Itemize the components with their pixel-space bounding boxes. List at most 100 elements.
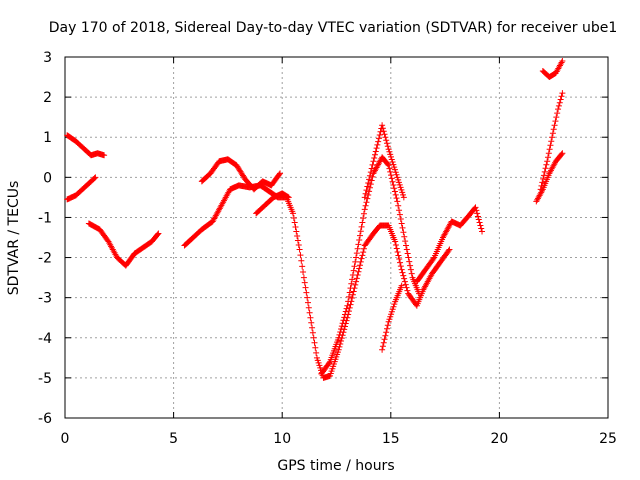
data-point-marker [384, 143, 391, 150]
data-point-marker [395, 179, 402, 186]
data-point-marker [404, 287, 411, 294]
data-point-marker [362, 190, 369, 197]
data-point-marker [396, 256, 403, 263]
data-point-marker [392, 191, 399, 198]
data-point-marker [398, 220, 405, 227]
data-point-marker [341, 311, 348, 318]
data-point-marker [349, 272, 356, 279]
data-point-marker [400, 229, 407, 236]
series-seg9 [379, 282, 405, 353]
data-point-marker [393, 171, 400, 178]
data-point-marker [92, 174, 99, 181]
data-point-marker [407, 266, 414, 273]
data-point-marker [546, 146, 553, 153]
plot-frame [64, 56, 609, 419]
data-point-marker [353, 254, 360, 261]
data-point-marker [300, 268, 307, 275]
tick-labels: 0 5 10 15 20 25 -6 -5 -4 -3 -2 -1 0 1 2 3 [38, 50, 617, 447]
data-point-marker [392, 238, 399, 245]
series-seg7 [318, 154, 423, 377]
data-point-marker [360, 210, 367, 217]
data-point-marker [372, 151, 379, 158]
data-point-marker [373, 145, 380, 152]
data-point-marker [277, 170, 284, 177]
data-point-marker [559, 58, 566, 65]
series-seg6 [253, 190, 292, 217]
series-seg11 [533, 150, 566, 205]
x-tick-label: 25 [599, 431, 617, 447]
data-point-marker [387, 172, 394, 179]
data-point-marker [557, 96, 564, 103]
data-point-marker [540, 172, 547, 179]
data-point-marker [313, 349, 320, 356]
data-point-marker [391, 301, 398, 308]
data-point-marker [379, 122, 386, 129]
data-point-marker [555, 102, 562, 109]
data-point-marker [312, 344, 319, 351]
data-point-marker [349, 295, 356, 302]
data-point-marker [290, 214, 297, 221]
data-point-marker [445, 247, 452, 254]
data-point-marker [356, 265, 363, 272]
data-point-marker [355, 268, 362, 275]
data-point-marker [394, 198, 401, 205]
data-point-marker [473, 207, 480, 214]
data-point-marker [383, 137, 390, 144]
data-point-marker [555, 106, 562, 113]
data-point-marker [389, 159, 396, 166]
data-point-marker [387, 168, 394, 175]
data-point-marker [398, 186, 405, 193]
data-point-marker [403, 242, 410, 249]
data-point-marker [363, 199, 370, 206]
data-point-marker [392, 242, 399, 249]
data-point-marker [391, 164, 398, 171]
data-point-marker [383, 325, 390, 332]
data-point-marker [356, 237, 363, 244]
data-point-marker [362, 202, 369, 209]
data-point-marker [379, 125, 386, 132]
data-point-marker [353, 275, 360, 282]
data-point-marker [348, 280, 355, 287]
series-seg10 [413, 204, 486, 285]
data-point-marker [403, 284, 410, 291]
data-point-marker [402, 238, 409, 245]
data-point-marker [416, 290, 423, 297]
series-seg3 [85, 220, 162, 269]
data-point-marker [316, 362, 323, 369]
data-point-marker [550, 126, 557, 133]
data-point-marker [361, 194, 368, 201]
data-point-marker [383, 329, 390, 336]
data-point-marker [548, 138, 555, 145]
data-point-marker [407, 262, 414, 269]
data-point-marker [285, 194, 292, 201]
data-point-marker [384, 161, 391, 168]
data-point-marker [309, 329, 316, 336]
data-point-marker [344, 302, 351, 309]
data-point-marker [217, 203, 224, 210]
data-point-marker [390, 181, 397, 188]
data-point-marker [388, 311, 395, 318]
data-point-marker [474, 210, 481, 217]
data-point-marker [396, 211, 403, 218]
data-point-marker [276, 171, 283, 178]
data-point-marker [346, 289, 353, 296]
data-point-marker [388, 175, 395, 182]
data-point-marker [284, 193, 291, 200]
data-point-marker [357, 258, 364, 265]
data-point-marker [364, 183, 371, 190]
data-point-marker [369, 161, 376, 168]
data-point-marker [364, 195, 371, 202]
data-point-marker [387, 313, 394, 320]
data-point-marker [295, 242, 302, 249]
data-point-marker [387, 151, 394, 158]
series-seg2 [64, 174, 99, 203]
data-point-marker [386, 148, 393, 155]
data-point-marker [398, 282, 405, 289]
data-point-marker [394, 174, 401, 181]
data-point-marker [354, 245, 361, 252]
data-point-marker [356, 232, 363, 239]
data-point-marker [367, 181, 374, 188]
y-axis-title: SDTVAR / TECUs [6, 181, 22, 296]
data-point-marker [402, 281, 409, 288]
